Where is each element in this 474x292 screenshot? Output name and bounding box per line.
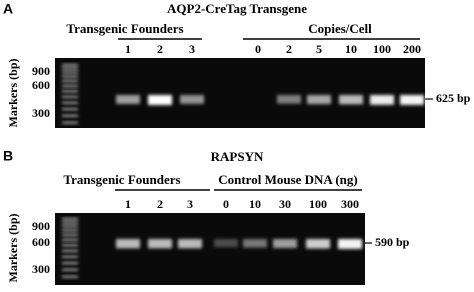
band <box>243 239 267 248</box>
band <box>277 95 301 104</box>
lane-label: 100 <box>373 42 391 56</box>
lane-label: 1 <box>125 197 131 211</box>
group-label: Transgenic Founders <box>63 172 180 187</box>
gel <box>55 213 365 285</box>
lane-label: 300 <box>341 197 359 211</box>
ladder-band <box>62 121 78 124</box>
band-label: 590 bp <box>375 235 410 249</box>
band <box>116 95 140 104</box>
ladder-band <box>62 221 78 224</box>
panel-label: B <box>3 148 13 164</box>
ladder-band <box>62 71 78 74</box>
panel-label: A <box>3 1 13 17</box>
ladder-band <box>62 80 78 83</box>
lane-label: 2 <box>157 197 163 211</box>
band <box>116 239 140 249</box>
lane-label: 10 <box>345 42 357 56</box>
lane-label: 3 <box>187 197 193 211</box>
lane-label: 2 <box>157 42 163 56</box>
band <box>273 239 297 248</box>
ladder-band <box>62 244 78 247</box>
lane-label: 5 <box>316 42 322 56</box>
marker-tick-label: 600 <box>32 78 50 92</box>
band <box>370 95 394 105</box>
ladder-band <box>62 239 78 241</box>
lane-label: 0 <box>255 42 261 56</box>
band <box>306 239 330 249</box>
gel <box>55 58 425 128</box>
axis-label: Markers (bp) <box>6 214 20 283</box>
marker-tick-label: 900 <box>32 64 50 78</box>
marker-tick-label: 300 <box>32 106 50 120</box>
ladder-band <box>62 75 78 78</box>
band <box>400 95 424 105</box>
band <box>148 95 172 105</box>
band <box>214 239 238 248</box>
band <box>307 95 331 105</box>
band-label: 625 bp <box>436 91 471 105</box>
ladder-band <box>62 268 78 271</box>
ladder-band <box>62 229 78 232</box>
group-label: Control Mouse DNA (ng) <box>218 172 358 187</box>
ladder-band <box>62 95 78 98</box>
ladder-band <box>62 90 78 93</box>
panel-title: RAPSYN <box>211 149 264 164</box>
lane-label: 100 <box>309 197 327 211</box>
band <box>148 239 172 249</box>
ladder-band <box>62 85 78 87</box>
band <box>180 95 204 104</box>
ladder-band <box>62 262 78 265</box>
group-label: Transgenic Founders <box>66 21 183 36</box>
ladder-band <box>62 275 78 278</box>
marker-tick-label: 300 <box>32 262 50 276</box>
ladder-band <box>62 114 78 117</box>
ladder-band <box>62 225 78 228</box>
lane-label: 200 <box>403 42 421 56</box>
axis-label: Markers (bp) <box>6 59 20 128</box>
group-label: Copies/Cell <box>308 21 372 36</box>
band <box>338 239 362 249</box>
lane-label: 3 <box>189 42 195 56</box>
marker-tick-label: 600 <box>32 235 50 249</box>
ladder-band <box>62 234 78 237</box>
ladder-band <box>62 218 78 220</box>
ladder-band <box>62 64 78 66</box>
ladder-band <box>62 255 78 258</box>
lane-label: 2 <box>286 42 292 56</box>
ladder-band <box>62 108 78 111</box>
panel-title: AQP2-CreTag Transgene <box>167 1 307 16</box>
band <box>339 95 363 105</box>
ladder-band <box>62 67 78 70</box>
lane-label: 1 <box>125 42 131 56</box>
ladder-band <box>62 249 78 252</box>
ladder-band <box>62 101 78 104</box>
marker-tick-label: 900 <box>32 219 50 233</box>
lane-label: 0 <box>223 197 229 211</box>
lane-label: 10 <box>249 197 261 211</box>
lane-label: 30 <box>279 197 291 211</box>
band <box>178 239 202 249</box>
